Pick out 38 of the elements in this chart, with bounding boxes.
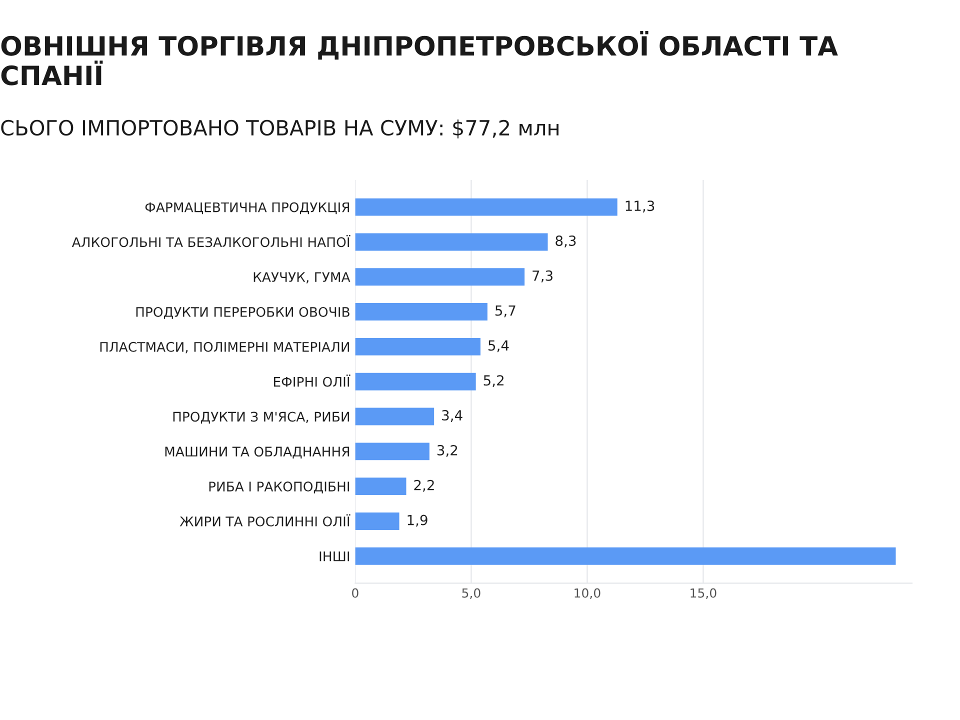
bar [355,303,488,321]
x-tick-label: 5,0 [462,588,480,600]
chart-subtitle: СЬОГО ІМПОРТОВАНО ТОВАРІВ НА СУМУ: $77,2 млн [1,120,558,138]
y-tick-label: АЛКОГОЛЬНІ ТА БЕЗАЛКОГОЛЬНІ НАПОЇ [72,234,350,248]
y-tick-label: ЖИРИ ТА РОСЛИННІ ОЛІЇ [180,514,350,526]
data-label: 3,2 [437,444,458,457]
bar [355,268,525,286]
bar [355,338,480,356]
data-label: 5,2 [484,375,504,388]
bar [355,547,896,565]
y-tick-label: ФАРМАЦЕВТИЧНА ПРОДУКЦІЯ [145,202,350,214]
y-tick-label: РИБА І РАКОПОДІБНІ [209,482,350,494]
bar [355,198,618,216]
y-tick-label: ЕФІРНІ ОЛІЇ [274,374,350,387]
x-tick-label: 15,0 [690,588,716,600]
y-tick-label: ІНШІ [320,552,350,562]
bar [355,478,406,496]
bar [355,372,476,390]
data-label: 7,3 [532,270,552,282]
data-label: 5,7 [495,305,516,318]
x-tick-label: 10,0 [574,588,600,600]
x-tick-label: 0 [352,588,358,598]
chart-title: ОВНІШНЯ ТОРГІВЛЯ ДНІПРОПЕТРОВСЬКОЇ ОБЛАСТІ ТА СПАНІЇ [1,31,838,86]
y-tick-label: ПРОДУКТИ З М'ЯСА, РИБИ [173,412,350,424]
y-tick-label: КАУЧУК, ГУМА [254,272,350,284]
y-tick-label: МАШИНИ ТА ОБЛАДНАННЯ [165,446,350,458]
data-label: 1,9 [408,514,428,527]
data-label: 3,4 [442,410,462,422]
bar [355,512,400,530]
data-label: 2,2 [414,480,434,492]
bar [355,442,430,460]
data-label: 5,4 [488,340,509,352]
data-label: 8,3 [556,235,576,248]
y-tick-label: ПРОДУКТИ ПЕРЕРОБКИ ОВОЧІВ [136,307,350,319]
y-tick-label: ПЛАСТМАСИ, ПОЛІМЕРНІ МАТЕРІАЛИ [100,342,350,354]
bar [355,233,548,251]
bar [355,408,434,426]
data-label: 11,3 [626,200,654,212]
